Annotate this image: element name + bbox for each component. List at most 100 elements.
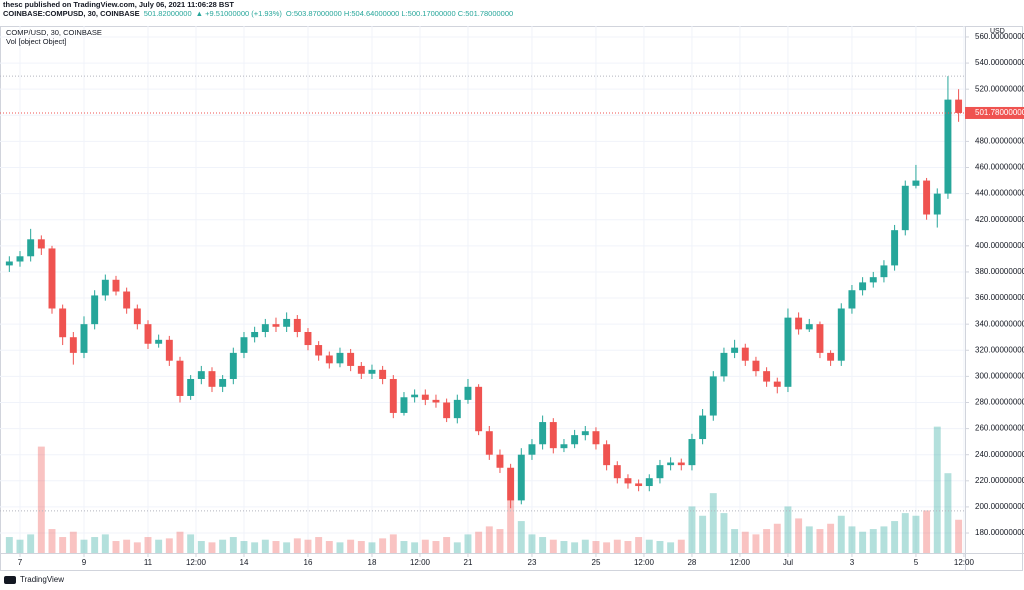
candle-body: [59, 308, 67, 338]
volume-bar: [635, 537, 643, 553]
volume-bar: [5, 537, 13, 553]
candle-body: [347, 352, 355, 366]
volume-bar: [112, 541, 120, 553]
y-tick-label: 240.00000000: [975, 450, 1024, 459]
candle-body: [752, 360, 760, 372]
volume-bar: [16, 539, 24, 553]
y-tick-label: 180.00000000: [975, 528, 1024, 537]
candle-body: [923, 180, 931, 215]
candle-body: [208, 371, 216, 387]
volume-bar: [816, 529, 824, 553]
candle-body: [891, 230, 899, 266]
x-tick-label: 3: [850, 558, 855, 567]
candle-body: [5, 261, 13, 266]
candle-body: [688, 439, 696, 466]
y-tick-label: 260.00000000: [975, 424, 1024, 433]
candle-body: [16, 256, 24, 262]
volume-bar: [560, 541, 568, 553]
volume-bar: [155, 539, 163, 553]
y-tick-label: 560.00000000: [975, 32, 1024, 41]
candle-body: [517, 454, 525, 501]
candle-body: [763, 371, 771, 382]
volume-bar: [805, 526, 813, 553]
volume-bar: [549, 539, 557, 553]
volume-bar: [784, 506, 792, 553]
volume-bar: [379, 538, 387, 553]
candle-body: [229, 352, 237, 379]
volume-bar: [581, 539, 589, 553]
x-tick-label: 9: [82, 558, 87, 567]
candle-body: [357, 365, 365, 374]
candle-body: [656, 465, 664, 479]
x-tick-label: 7: [18, 558, 23, 567]
volume-bar: [848, 526, 856, 553]
candle-body: [240, 337, 248, 353]
volume-legend: Vol [object Object]: [6, 37, 66, 46]
volume-bar: [187, 534, 195, 553]
volume-bar: [795, 518, 803, 553]
candle-body: [123, 291, 131, 309]
y-tick-label: 300.00000000: [975, 371, 1024, 380]
candle-body: [219, 378, 227, 387]
volume-bar: [901, 513, 909, 553]
volume-bar: [709, 493, 717, 553]
legend: COMP/USD, 30, COINBASE: [6, 28, 102, 37]
candle-body: [421, 394, 429, 400]
candles: [5, 76, 963, 509]
y-tick-label: 480.00000000: [975, 137, 1024, 146]
volume-bar: [752, 534, 760, 553]
candle-body: [709, 376, 717, 416]
volume-bar: [475, 531, 483, 553]
volume-bar: [325, 541, 333, 553]
x-tick-label: 11: [144, 558, 153, 567]
volume-bar: [923, 510, 931, 553]
volume-bar: [699, 515, 707, 553]
volume-bar: [336, 542, 344, 553]
volume-bar: [517, 521, 525, 553]
candle-body: [933, 193, 941, 215]
volume-bar: [944, 473, 952, 553]
volume-bar: [571, 542, 579, 553]
candle-body: [677, 462, 685, 466]
candle-body: [261, 324, 269, 332]
volume-bar: [933, 426, 941, 553]
volume-bar: [656, 541, 664, 553]
candle-body: [464, 386, 472, 400]
y-tick-label: 340.00000000: [975, 319, 1024, 328]
candle-body: [528, 444, 536, 455]
volume-bar: [688, 506, 696, 553]
candle-body: [133, 308, 141, 325]
symbol-line: COINBASE:COMPUSD, 30, COINBASE 501.820000…: [3, 9, 513, 18]
candle-body: [101, 279, 109, 296]
candle-body: [197, 371, 205, 379]
volume-bar: [880, 526, 888, 553]
volume-bar: [624, 541, 632, 553]
candle-body: [613, 465, 621, 479]
x-tick-label: 12:00: [954, 558, 975, 567]
candle-body: [581, 431, 589, 436]
candle-body: [837, 308, 845, 361]
unit: USD: [990, 28, 1005, 35]
volume-bar: [293, 538, 301, 553]
change: ▲ +9.51000000 (+1.93%): [195, 9, 282, 18]
y-tick-label: 320.00000000: [975, 345, 1024, 354]
volume-bar: [485, 526, 493, 553]
candle-body: [176, 360, 184, 396]
x-tick-label: 23: [528, 558, 537, 567]
volume-bar: [763, 529, 771, 553]
volume-bar: [91, 537, 99, 553]
candle-body: [869, 277, 877, 283]
candle-body: [592, 431, 600, 445]
candle-body: [539, 422, 547, 445]
candle-body: [816, 324, 824, 353]
volume-bar: [272, 541, 280, 553]
candle-body: [389, 378, 397, 413]
candle-body: [944, 99, 952, 194]
x-tick-label: 5: [914, 558, 919, 567]
candle-body: [315, 345, 323, 356]
candle-body: [336, 352, 344, 364]
volume-bar: [912, 515, 920, 553]
volume-bar: [432, 541, 440, 553]
ohlc: O:503.87000000 H:504.64000000 L:500.1700…: [285, 9, 514, 18]
